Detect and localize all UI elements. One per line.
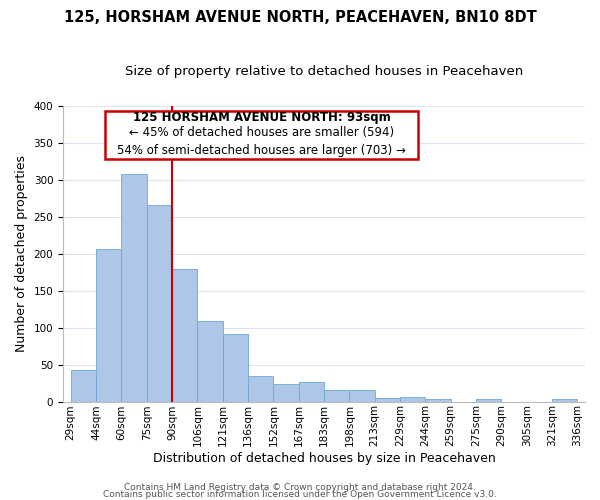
Bar — [172, 269, 197, 402]
Bar — [197, 321, 223, 402]
Text: 54% of semi-detached houses are larger (703) →: 54% of semi-detached houses are larger (… — [117, 144, 406, 157]
Title: Size of property relative to detached houses in Peacehaven: Size of property relative to detached ho… — [125, 65, 523, 78]
Bar — [223, 334, 248, 402]
X-axis label: Distribution of detached houses by size in Peacehaven: Distribution of detached houses by size … — [152, 452, 496, 465]
Bar — [248, 376, 274, 402]
Text: Contains HM Land Registry data © Crown copyright and database right 2024.: Contains HM Land Registry data © Crown c… — [124, 484, 476, 492]
Bar — [374, 398, 400, 402]
Bar — [96, 249, 121, 402]
Bar — [121, 174, 146, 402]
FancyBboxPatch shape — [105, 112, 418, 159]
Text: 125 HORSHAM AVENUE NORTH: 93sqm: 125 HORSHAM AVENUE NORTH: 93sqm — [133, 110, 390, 124]
Bar — [299, 382, 324, 402]
Text: 125, HORSHAM AVENUE NORTH, PEACEHAVEN, BN10 8DT: 125, HORSHAM AVENUE NORTH, PEACEHAVEN, B… — [64, 10, 536, 25]
Bar — [349, 390, 374, 402]
Bar — [324, 390, 349, 402]
Bar — [425, 400, 451, 402]
Bar — [274, 384, 299, 402]
Bar — [552, 400, 577, 402]
Y-axis label: Number of detached properties: Number of detached properties — [15, 155, 28, 352]
Bar — [71, 370, 96, 402]
Bar — [476, 400, 502, 402]
Bar — [400, 397, 425, 402]
Text: ← 45% of detached houses are smaller (594): ← 45% of detached houses are smaller (59… — [129, 126, 394, 140]
Bar — [146, 206, 172, 402]
Text: Contains public sector information licensed under the Open Government Licence v3: Contains public sector information licen… — [103, 490, 497, 499]
